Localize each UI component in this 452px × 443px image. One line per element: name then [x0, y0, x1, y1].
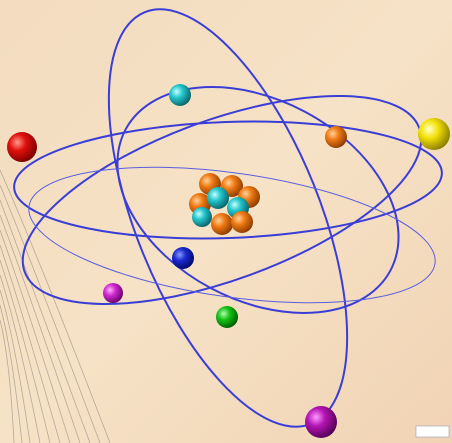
- orbit: [13, 120, 443, 240]
- electron: [172, 247, 194, 269]
- electron: [325, 126, 347, 148]
- nucleus: [189, 173, 260, 235]
- electron: [103, 283, 123, 303]
- electron: [216, 306, 238, 328]
- orbit: [116, 86, 400, 314]
- electron: [418, 118, 450, 150]
- orbit: [28, 166, 436, 304]
- electron: [169, 84, 191, 106]
- electrons: [7, 84, 450, 438]
- electron: [7, 132, 37, 162]
- watermark-badge: [415, 425, 450, 438]
- electron: [305, 406, 337, 438]
